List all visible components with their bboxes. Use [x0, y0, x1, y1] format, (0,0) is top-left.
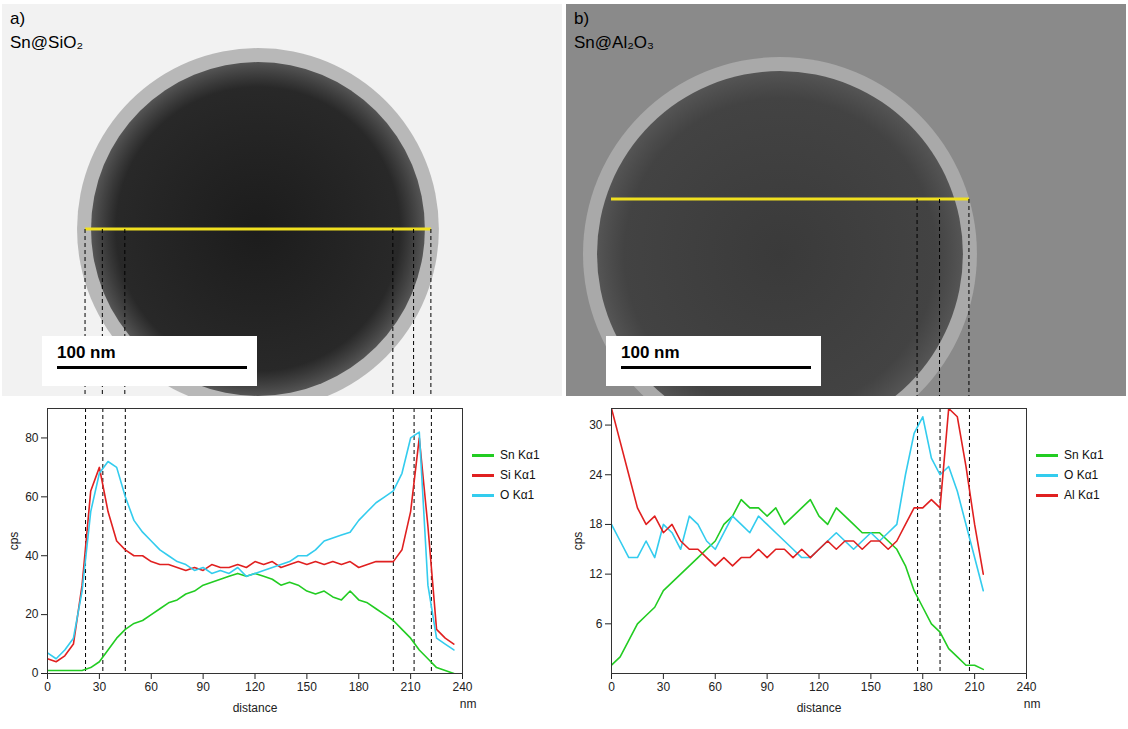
html-text:O Kα1: O Kα1: [1064, 468, 1099, 482]
svg-text:distance: distance: [233, 701, 278, 715]
svg-text:180: 180: [913, 680, 933, 694]
svg-text:b): b): [574, 9, 589, 28]
svg-text:30: 30: [657, 680, 671, 694]
svg-text:240: 240: [452, 680, 472, 694]
svg-text:150: 150: [297, 680, 317, 694]
svg-text:20: 20: [25, 607, 39, 621]
svg-text:40: 40: [25, 549, 39, 563]
svg-text:cps: cps: [571, 532, 585, 551]
html-text:Al Kα1: Al Kα1: [1064, 488, 1100, 502]
svg-text:210: 210: [401, 680, 421, 694]
svg-text:180: 180: [349, 680, 369, 694]
svg-text:240: 240: [1016, 680, 1036, 694]
svg-text:60: 60: [145, 680, 159, 694]
svg-text:0: 0: [32, 666, 39, 680]
svg-text:150: 150: [861, 680, 881, 694]
svg-text:cps: cps: [7, 532, 21, 551]
svg-text:120: 120: [809, 680, 829, 694]
svg-text:100 nm: 100 nm: [57, 343, 116, 362]
svg-text:distance: distance: [797, 701, 842, 715]
svg-text:80: 80: [25, 431, 39, 445]
svg-text:120: 120: [245, 680, 265, 694]
svg-text:60: 60: [709, 680, 723, 694]
svg-text:30: 30: [589, 418, 603, 432]
html-text:Si Kα1: Si Kα1: [500, 468, 536, 482]
svg-text:12: 12: [589, 567, 603, 581]
svg-text:a): a): [10, 9, 25, 28]
svg-text:6: 6: [596, 617, 603, 631]
svg-text:Sn@Al₂O₃: Sn@Al₂O₃: [574, 33, 654, 52]
svg-text:nm: nm: [1024, 697, 1041, 711]
svg-text:nm: nm: [460, 697, 477, 711]
svg-text:0: 0: [44, 680, 51, 694]
svg-text:90: 90: [196, 680, 210, 694]
svg-text:30: 30: [93, 680, 107, 694]
html-text:O Kα1: O Kα1: [500, 488, 535, 502]
svg-text:210: 210: [965, 680, 985, 694]
svg-text:24: 24: [589, 468, 603, 482]
svg-text:90: 90: [760, 680, 774, 694]
svg-text:100 nm: 100 nm: [621, 343, 680, 362]
html-text:Sn Kα1: Sn Kα1: [500, 448, 540, 462]
svg-text:18: 18: [589, 517, 603, 531]
svg-text:0: 0: [608, 680, 615, 694]
svg-text:60: 60: [25, 490, 39, 504]
html-text:Sn Kα1: Sn Kα1: [1064, 448, 1104, 462]
svg-text:Sn@SiO₂: Sn@SiO₂: [10, 33, 83, 52]
